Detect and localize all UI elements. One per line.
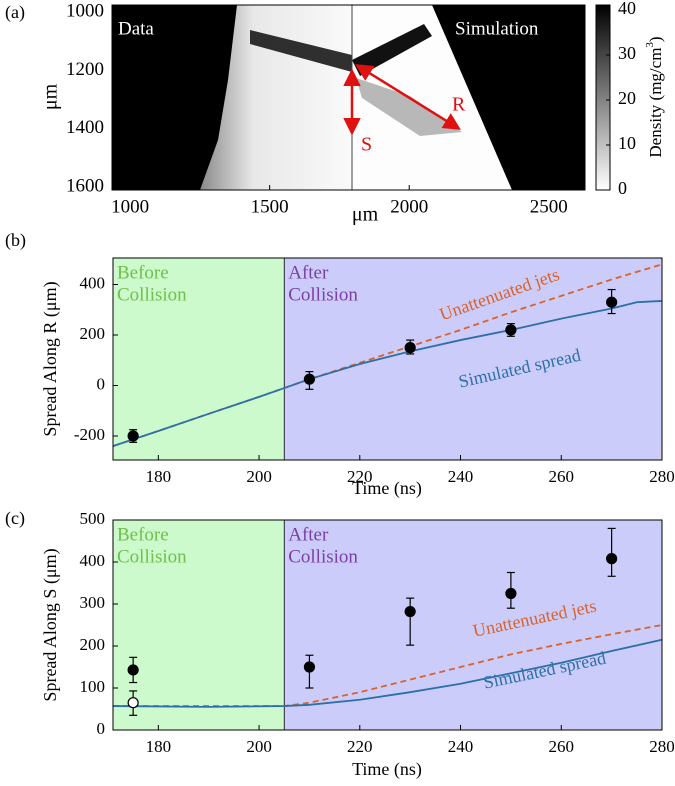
data-point <box>128 431 138 441</box>
data-point <box>506 325 516 335</box>
x-tick-label: 180 <box>146 737 172 756</box>
colorbar-label-part: Density (mg/cm <box>646 48 665 158</box>
x-tick-label: 280 <box>649 737 675 756</box>
region-label: After <box>288 262 329 283</box>
data-point <box>405 343 415 353</box>
x-axis-label: Time (ns) <box>352 759 422 780</box>
data-point <box>128 698 138 708</box>
x-tick-label: 2000 <box>390 196 428 217</box>
y-tick-label: 200 <box>80 635 106 654</box>
data-point <box>506 589 516 599</box>
y-tick-label: 400 <box>80 551 106 570</box>
colorbar-tick-label: 30 <box>618 43 636 63</box>
x-tick-label: 200 <box>246 467 272 486</box>
region-label: Collision <box>288 284 358 305</box>
x-tick-label: 260 <box>549 467 575 486</box>
y-tick-label: 100 <box>80 677 106 696</box>
y-tick-label: -200 <box>74 425 105 444</box>
x-tick-label: 220 <box>347 737 373 756</box>
y-tick-label: 500 <box>80 509 106 528</box>
x-tick-label: 1000 <box>111 196 149 217</box>
y-tick-label: 1600 <box>66 175 104 196</box>
y-axis-label: Spread Along S (μm) <box>40 548 61 701</box>
colorbar-tick-label: 40 <box>618 0 636 18</box>
colorbar-label: Density (mg/cm3) <box>644 36 665 157</box>
y-tick-label: 1400 <box>66 117 104 138</box>
y-axis-label: Spread Along R (μm) <box>40 281 61 436</box>
y-tick-label: 0 <box>97 719 106 738</box>
colorbar <box>596 5 610 190</box>
region-label: Collision <box>117 284 187 305</box>
y-tick-label: 1000 <box>66 1 104 22</box>
x-axis-label: Time (ns) <box>352 478 422 499</box>
data-point <box>304 374 314 384</box>
y-tick-label: 400 <box>80 273 106 292</box>
x-tick-label: 240 <box>448 737 474 756</box>
data-label: Data <box>118 18 154 39</box>
panel-label: (a) <box>5 2 25 23</box>
region-label: Collision <box>288 546 358 567</box>
x-tick-label: 200 <box>246 737 272 756</box>
data-point <box>607 297 617 307</box>
y-tick-label: 200 <box>80 324 106 343</box>
colorbar-label-part: ) <box>646 36 665 42</box>
arrow-label: R <box>452 94 466 116</box>
colorbar-tick-label: 10 <box>618 133 636 153</box>
x-tick-label: 280 <box>649 467 675 486</box>
arrow-label: S <box>361 134 372 156</box>
data-point <box>607 554 617 564</box>
data-point <box>405 607 415 617</box>
region-label: Before <box>117 262 169 283</box>
panel-label: (c) <box>5 508 25 529</box>
region-label: Before <box>117 524 169 545</box>
x-tick-label: 1500 <box>251 196 289 217</box>
x-tick-label: 260 <box>549 737 575 756</box>
x-tick-label: 180 <box>146 467 172 486</box>
x-axis-label: μm <box>352 204 379 226</box>
panel-label: (b) <box>5 230 26 251</box>
figure: Data Simulation R S (a)10001500200025001… <box>0 0 675 786</box>
x-tick-label: 2500 <box>530 196 568 217</box>
simulation-label: Simulation <box>455 18 539 39</box>
colorbar-tick-label: 20 <box>618 88 636 108</box>
y-tick-label: 1200 <box>66 59 104 80</box>
region-label: Collision <box>117 546 187 567</box>
colorbar-tick-label: 0 <box>618 178 627 198</box>
data-point <box>128 665 138 675</box>
x-tick-label: 240 <box>448 467 474 486</box>
y-axis-label: μm <box>40 83 62 110</box>
y-tick-label: 0 <box>97 374 106 393</box>
y-tick-label: 300 <box>80 593 106 612</box>
region-label: After <box>288 524 329 545</box>
data-point <box>304 662 314 672</box>
